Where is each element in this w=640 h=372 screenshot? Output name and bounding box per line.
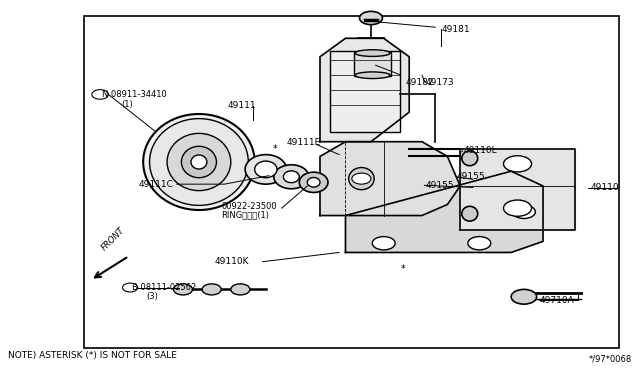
Polygon shape [320,142,460,215]
Text: 00922-23500: 00922-23500 [221,202,277,211]
Text: 49173: 49173 [425,78,454,87]
Ellipse shape [143,114,255,210]
Text: FRONT: FRONT [100,226,126,253]
Text: (1): (1) [121,100,133,109]
Ellipse shape [462,206,477,221]
Circle shape [372,237,395,250]
Text: N 08911-34410: N 08911-34410 [102,90,167,99]
Text: 49111C: 49111C [138,180,173,189]
Ellipse shape [462,151,477,166]
Text: */97*0068: */97*0068 [589,354,632,363]
Ellipse shape [167,134,231,190]
Ellipse shape [284,171,300,183]
Ellipse shape [245,155,287,184]
Circle shape [362,13,381,23]
Polygon shape [460,149,575,230]
Circle shape [173,284,193,295]
Ellipse shape [255,161,277,178]
Text: 49111E: 49111E [287,138,321,147]
Circle shape [202,284,221,295]
FancyBboxPatch shape [330,51,399,132]
Circle shape [468,237,491,250]
Ellipse shape [300,172,328,192]
Text: NOTE) ASTERISK (*) IS NOT FOR SALE: NOTE) ASTERISK (*) IS NOT FOR SALE [8,351,177,360]
Text: 49182: 49182 [376,65,435,87]
Text: *: * [273,144,278,154]
Ellipse shape [355,72,390,78]
Circle shape [513,205,536,218]
Ellipse shape [349,167,374,190]
Circle shape [231,284,250,295]
Ellipse shape [355,50,390,57]
FancyBboxPatch shape [354,52,392,76]
Text: 49110K: 49110K [215,257,250,266]
Text: 49110: 49110 [591,183,620,192]
Text: 49110L: 49110L [463,147,497,155]
Ellipse shape [150,119,248,205]
Text: 49155: 49155 [457,172,486,181]
Polygon shape [320,38,409,142]
Ellipse shape [181,146,216,178]
Circle shape [360,12,383,25]
Text: RINGリング(1): RINGリング(1) [221,210,269,219]
Text: *: * [401,264,405,274]
Text: (3): (3) [147,292,159,301]
Ellipse shape [307,177,320,187]
Circle shape [352,173,371,184]
Circle shape [504,200,532,216]
Circle shape [511,289,537,304]
Text: 49111: 49111 [228,101,256,110]
Polygon shape [346,171,543,253]
Ellipse shape [274,165,309,189]
Circle shape [504,156,532,172]
Text: 49155: 49155 [425,181,454,190]
Text: B 08111-02562: B 08111-02562 [132,283,196,292]
Ellipse shape [191,155,207,169]
Text: 49710A: 49710A [540,296,575,305]
Text: 49181: 49181 [378,22,470,33]
